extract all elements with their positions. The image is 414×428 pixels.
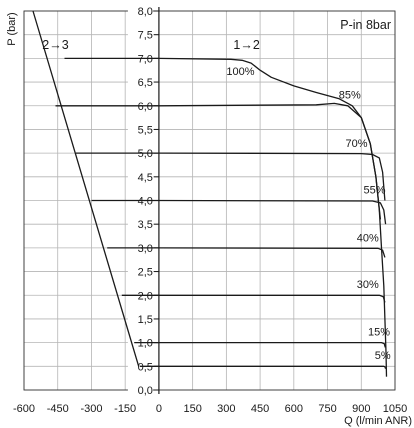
region-label: 2→3: [42, 38, 68, 52]
series-line-55pct: [91, 199, 387, 225]
y-tick-label-bg: [127, 28, 153, 41]
y-tick-label: 6,0: [138, 101, 153, 113]
y-tick-label: 6,5: [138, 77, 153, 89]
y-tick-label: 3,5: [138, 219, 153, 231]
x-tick-label: -600: [13, 403, 35, 415]
series-label: 85%: [339, 90, 361, 102]
x-tick-label: 300: [217, 403, 235, 415]
plot-frame: [23, 10, 396, 391]
series-label: 30%: [357, 279, 379, 291]
x-tick-label: -450: [47, 403, 69, 415]
y-tick-label: 4,5: [138, 172, 153, 184]
series-label: 55%: [364, 184, 386, 196]
y-tick-label-bg: [127, 384, 153, 396]
series-label: 100%: [226, 66, 254, 78]
inlet-pressure-annotation: P-in 8bar: [340, 18, 391, 32]
x-tick-label: 750: [318, 403, 336, 415]
y-tick-label: 1,0: [138, 338, 153, 350]
series-layer: [32, 10, 388, 377]
relief-characteristic-line: [32, 10, 140, 367]
x-tick-label: 600: [285, 403, 303, 415]
series-label: 5%: [375, 350, 391, 362]
y-tick-label-bg: [127, 170, 153, 183]
y-tick-label: 8,0: [138, 6, 153, 18]
x-tick-label: 150: [183, 403, 201, 415]
x-tick-label: -300: [80, 403, 102, 415]
y-tick-label-bg: [127, 218, 153, 231]
series-line-15pct: [134, 341, 386, 348]
y-tick-label-bg: [127, 265, 153, 278]
y-tick-label-bg: [127, 5, 153, 17]
y-tick-label: 5,0: [138, 148, 153, 160]
series-line-85pct: [55, 102, 382, 220]
series-label: 40%: [357, 233, 379, 245]
axes: -600 -450 -300 -150 0 150 300 450 600 750 900 1050 0…: [6, 5, 412, 427]
x-tick-label: 900: [352, 403, 370, 415]
series-line-5pct: [139, 365, 387, 369]
y-tick-label-bg: [127, 123, 153, 136]
series-label: 15%: [368, 327, 390, 339]
series-line-40pct: [107, 247, 386, 258]
y-tick-label: 3,0: [138, 243, 153, 255]
labels-layer: 100% 85% 70% 55% 40% 30% 15% 5% 1→2 2→3 P-in 8bar: [42, 18, 391, 362]
y-tick-label: 5,5: [138, 124, 153, 136]
y-tick-label: 2,5: [138, 267, 153, 279]
x-axis-title: Q (l/min ANR): [344, 415, 412, 427]
y-tick-label: 0,5: [138, 361, 153, 373]
region-label: 1→2: [233, 38, 259, 52]
series-line-70pct: [75, 152, 386, 201]
y-tick-label-bg: [127, 76, 153, 89]
x-tick-label: -150: [114, 403, 136, 415]
y-tick-label: 7,5: [138, 30, 153, 42]
y-axis-title: P (bar): [6, 12, 18, 45]
y-tick-label: 0,0: [138, 385, 153, 397]
y-tick-label-bg: [127, 312, 153, 325]
y-tick-label: 2,0: [138, 290, 153, 302]
series-line-30pct: [121, 294, 386, 303]
y-tick-label: 7,0: [138, 53, 153, 65]
series-line-100pct: [64, 57, 388, 377]
y-tick-label: 1,5: [138, 314, 153, 326]
x-tick-label: 0: [156, 403, 162, 415]
x-tick-label: 450: [251, 403, 269, 415]
y-tick-label: 4,0: [138, 196, 153, 208]
series-label: 70%: [346, 138, 368, 150]
x-tick-label: 1050: [383, 403, 407, 415]
